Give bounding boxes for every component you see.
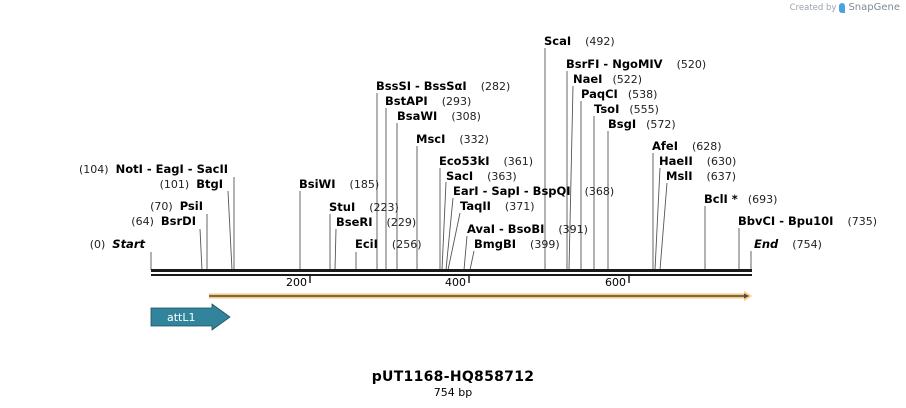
site-bbvci-bpu10i[interactable]: BbvCI - Bpu10I (735)	[738, 214, 877, 228]
orf-arrow[interactable]	[209, 291, 752, 301]
site-bstapi[interactable]: BstAPI (293)	[385, 94, 471, 108]
map-length: 754 bp	[433, 386, 473, 399]
site-bsssi-bsssai[interactable]: BssSI - BssSαI (282)	[376, 79, 510, 93]
site-ecii[interactable]: EciI (256)	[355, 237, 422, 251]
snapgene-logo-icon	[839, 2, 846, 13]
site-msci[interactable]: MscI (332)	[416, 132, 489, 146]
site-bcli[interactable]: BclI * (693)	[704, 192, 777, 206]
site-bseri[interactable]: BseRI (229)	[336, 215, 416, 229]
site-haeii[interactable]: HaeII (630)	[659, 154, 736, 168]
tick-200: 200	[286, 276, 307, 289]
site-stui[interactable]: StuI (223)	[329, 200, 399, 214]
site-labels: (0) Start (64) BsrDI (70) PsiI (101) BtgI (1…	[79, 34, 877, 251]
site-bsgi[interactable]: BsgI (572)	[608, 117, 676, 131]
site-leader-lines	[150, 48, 752, 271]
site-bsiwi[interactable]: BsiWI (185)	[299, 177, 379, 191]
map-title: pUT1168-HQ858712	[371, 369, 535, 385]
snapgene-name: SnapGene	[848, 2, 900, 13]
site-eari-sapi-bspqi[interactable]: EarI - SapI - BspQI (368)	[453, 184, 614, 198]
site-bsrdi[interactable]: (64) BsrDI	[131, 214, 196, 228]
snapgene-branding: Created by SnapGene	[790, 2, 900, 13]
site-msli[interactable]: MslI (637)	[666, 169, 736, 183]
site-bsrfi-ngomiv[interactable]: BsrFI - NgoMIV (520)	[566, 57, 706, 71]
site-scai[interactable]: ScaI (492)	[544, 34, 615, 48]
ruler: 200 400 600	[286, 276, 630, 289]
site-saci[interactable]: SacI (363)	[446, 169, 517, 183]
site-start[interactable]: (0) Start	[90, 237, 146, 251]
feature-attl1-label: attL1	[167, 311, 196, 324]
site-afei[interactable]: AfeI (628)	[652, 139, 722, 153]
site-bmgbi[interactable]: BmgBI (399)	[474, 237, 560, 251]
site-end[interactable]: End (754)	[754, 237, 822, 251]
site-eco53ki[interactable]: Eco53kI (361)	[439, 154, 533, 168]
site-btgi[interactable]: (101) BtgI	[160, 177, 223, 191]
backbone-top-strand	[151, 269, 752, 272]
site-paqci[interactable]: PaqCI (538)	[581, 87, 657, 101]
site-naei[interactable]: NaeI (522)	[573, 72, 642, 86]
site-avai-bsobi[interactable]: AvaI - BsoBI (391)	[467, 222, 588, 236]
site-noti-eagi-sacii[interactable]: (104) NotI - EagI - SacII	[79, 162, 228, 176]
tick-600: 600	[605, 276, 626, 289]
created-by-text: Created by	[789, 2, 837, 13]
site-psii[interactable]: (70) PsiI	[150, 199, 203, 213]
tick-400: 400	[445, 276, 466, 289]
feature-attl1[interactable]: attL1	[150, 303, 231, 331]
site-bsawi[interactable]: BsaWI (308)	[397, 109, 481, 123]
site-taqii[interactable]: TaqII (371)	[460, 199, 535, 213]
backbone-bottom-strand	[151, 274, 752, 276]
site-tsoi[interactable]: TsoI (555)	[594, 102, 659, 116]
